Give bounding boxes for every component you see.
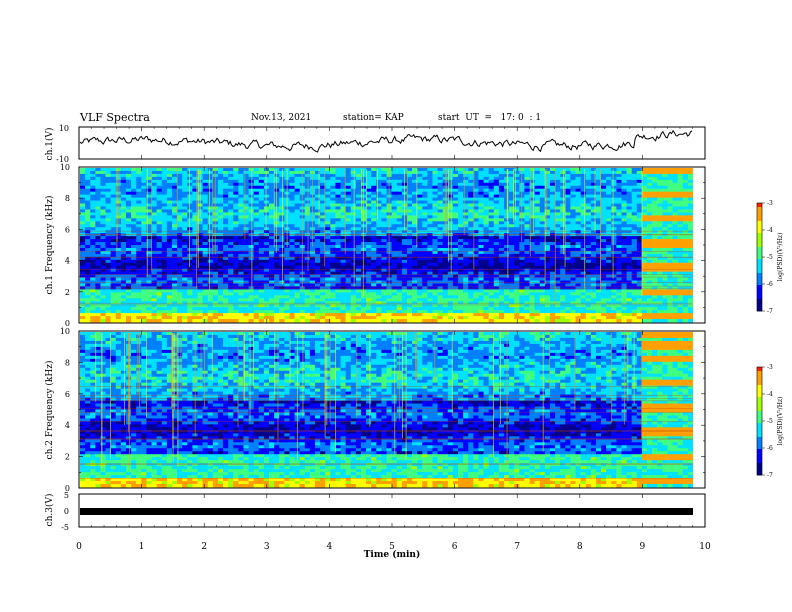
- ch3-waveform-band: [80, 508, 693, 515]
- time-tick-3: 3: [264, 542, 270, 552]
- time-tick-6: 6: [452, 542, 458, 552]
- spec1-ticks-label-6: 6: [65, 225, 70, 234]
- cbar1-ticks-label-3: -6: [767, 281, 773, 288]
- time-tick-1: 1: [139, 542, 145, 552]
- spec1-ticks-label-4: 4: [65, 257, 70, 266]
- cbar1-ticks-label-0: -3: [767, 200, 773, 207]
- ch2-spectrogram-image: [80, 332, 705, 488]
- ch2-colorbar-gradient: [757, 367, 762, 476]
- time-tick-7: 7: [514, 542, 520, 552]
- ch1-ytick-top: 10: [59, 124, 69, 133]
- ch2-colorbar-label: log(PSD)(V²/Hz): [777, 397, 784, 446]
- ch2-spectrogram-panel: 0 2 4 6 8 10 ch.2 Frequency (kHz): [44, 327, 706, 493]
- spec2-ticks-label-6: 6: [65, 390, 70, 399]
- cbar2-ticks-label-2: -5: [767, 418, 773, 425]
- time-axis: 0 1 2 3 4 5 6 7 8 9 10: [76, 127, 711, 552]
- spec2-ticks-label-0: 0: [65, 484, 70, 493]
- ch1-spectrogram-yaxis: 0 2 4 6 8 10: [60, 163, 705, 328]
- time-tick-5: 5: [389, 542, 395, 552]
- start-time-label: start UT = 17: 0 : 1: [438, 113, 542, 123]
- ch3-ytick-top: 5: [64, 491, 69, 500]
- time-tick-0: 0: [76, 542, 82, 552]
- cbar1-ticks-label-4: -7: [767, 308, 773, 315]
- figure-title: VLF Spectra: [80, 111, 150, 124]
- cbar1-ticks-label-1: -4: [767, 227, 773, 234]
- ch1-colorbar-ticks: -3 -4 -5 -6 -7: [762, 200, 773, 315]
- ch2-spectrogram-yaxis: 0 2 4 6 8 10: [60, 327, 705, 493]
- ch1-ytick-bottom: -10: [56, 155, 69, 164]
- spec2-ticks-label-8: 8: [65, 358, 70, 367]
- ch1-colorbar-label: log(PSD)(V²/Hz): [777, 233, 784, 282]
- station-label: station= KAP: [343, 113, 404, 123]
- ch3-ylabel: ch.3(V): [44, 494, 55, 527]
- spec2-ticks-label-10: 10: [60, 327, 70, 336]
- ch1-panel: 10 -10 ch.1(V): [44, 124, 706, 164]
- cbar2-ticks-label-3: -6: [767, 445, 773, 452]
- ch1-ylabel: ch.1(V): [44, 128, 55, 161]
- cbar2-ticks-label-0: -3: [767, 364, 773, 371]
- cbar1-ticks-label-2: -5: [767, 254, 773, 261]
- spec1-ticks-label-2: 2: [65, 288, 70, 297]
- ch2-colorbar-ticks: -3 -4 -5 -6 -7: [762, 364, 773, 479]
- ch1-colorbar: -3 -4 -5 -6 -7 log(PSD)(V²/Hz): [756, 200, 784, 315]
- spec2-ticks-label-2: 2: [65, 453, 70, 462]
- time-tick-9: 9: [640, 542, 646, 552]
- ch1-colorbar-gradient: [757, 203, 762, 312]
- ch1-spectrogram-ylabel: ch.1 Frequency (kHz): [44, 196, 55, 295]
- date-label: Nov.13, 2021: [251, 113, 312, 123]
- spec1-ticks-label-8: 8: [65, 194, 70, 203]
- time-tick-4: 4: [327, 542, 333, 552]
- time-tick-10: 10: [699, 542, 711, 552]
- time-axis-label: Time (min): [364, 549, 421, 560]
- ch1-waveform-line: [79, 129, 693, 153]
- ch2-spectrogram-ylabel: ch.2 Frequency (kHz): [44, 361, 55, 460]
- ch3-panel: 5 0 -5 ch.3(V): [44, 491, 706, 532]
- ch3-ytick-mid: 0: [64, 507, 69, 516]
- ch1-spectrogram-image: [80, 168, 705, 323]
- spec2-ticks-label-4: 4: [65, 421, 70, 430]
- time-tick-2: 2: [201, 542, 207, 552]
- ch3-ytick-bottom: -5: [61, 523, 69, 532]
- ch2-colorbar: -3 -4 -5 -6 -7 log(PSD)(V²/Hz): [756, 364, 784, 479]
- ch1-spectrogram-panel: 0 2 4 6 8 10 ch.1 Frequency (kHz): [44, 163, 706, 328]
- spec1-ticks-label-0: 0: [65, 319, 70, 328]
- time-tick-8: 8: [577, 542, 583, 552]
- cbar2-ticks-label-4: -7: [767, 472, 773, 479]
- cbar2-ticks-label-1: -4: [767, 391, 773, 398]
- spec1-ticks-label-10: 10: [60, 163, 70, 172]
